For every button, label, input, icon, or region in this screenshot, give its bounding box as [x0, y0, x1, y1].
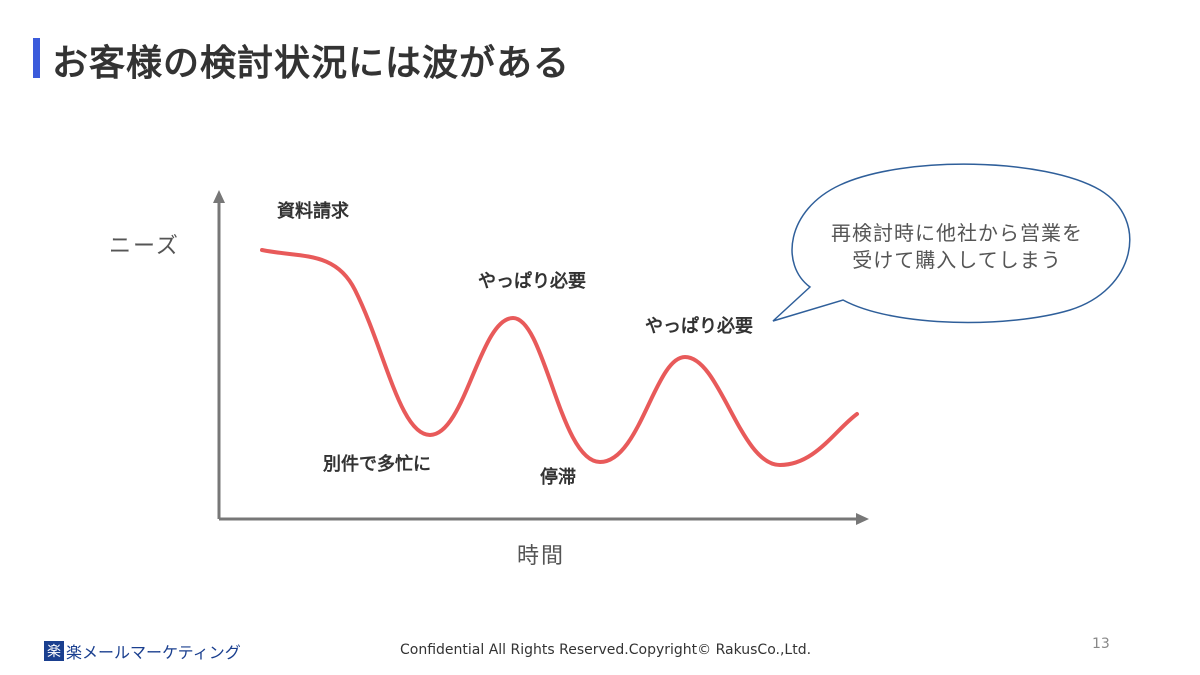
y-axis-label: ニーズ [109, 234, 180, 259]
logo-mark: 楽 [44, 641, 64, 661]
title-accent-bar [33, 38, 40, 78]
label-document-request: 資料請求 [277, 201, 349, 222]
logo-text: 楽メールマーケティング [66, 643, 241, 662]
label-needed-again-2: やっぱり必要 [645, 316, 753, 337]
copyright-notice: Confidential All Rights Reserved.Copyrig… [400, 642, 812, 658]
page-number: 13 [1092, 636, 1110, 652]
speech-bubble [772, 163, 1131, 324]
label-stagnation: 停滞 [540, 467, 576, 488]
x-axis-arrowhead [856, 513, 869, 525]
company-logo: 楽 楽メールマーケティング [44, 640, 241, 662]
speech-bubble-line-1: 再検討時に他社から営業を [831, 221, 1083, 245]
slide-title: お客様の検討状況には波がある [52, 43, 571, 84]
label-needed-again-1: やっぱり必要 [478, 271, 586, 292]
y-axis-arrowhead [213, 190, 225, 203]
speech-bubble-line-2: 受けて購入してしまう [852, 248, 1062, 272]
needs-curve [260, 248, 859, 468]
label-busy-elsewhere: 別件で多忙に [323, 454, 431, 475]
x-axis-label: 時間 [517, 544, 566, 569]
speech-bubble-text: 再検討時に他社から営業を 受けて購入してしまう [792, 220, 1122, 274]
